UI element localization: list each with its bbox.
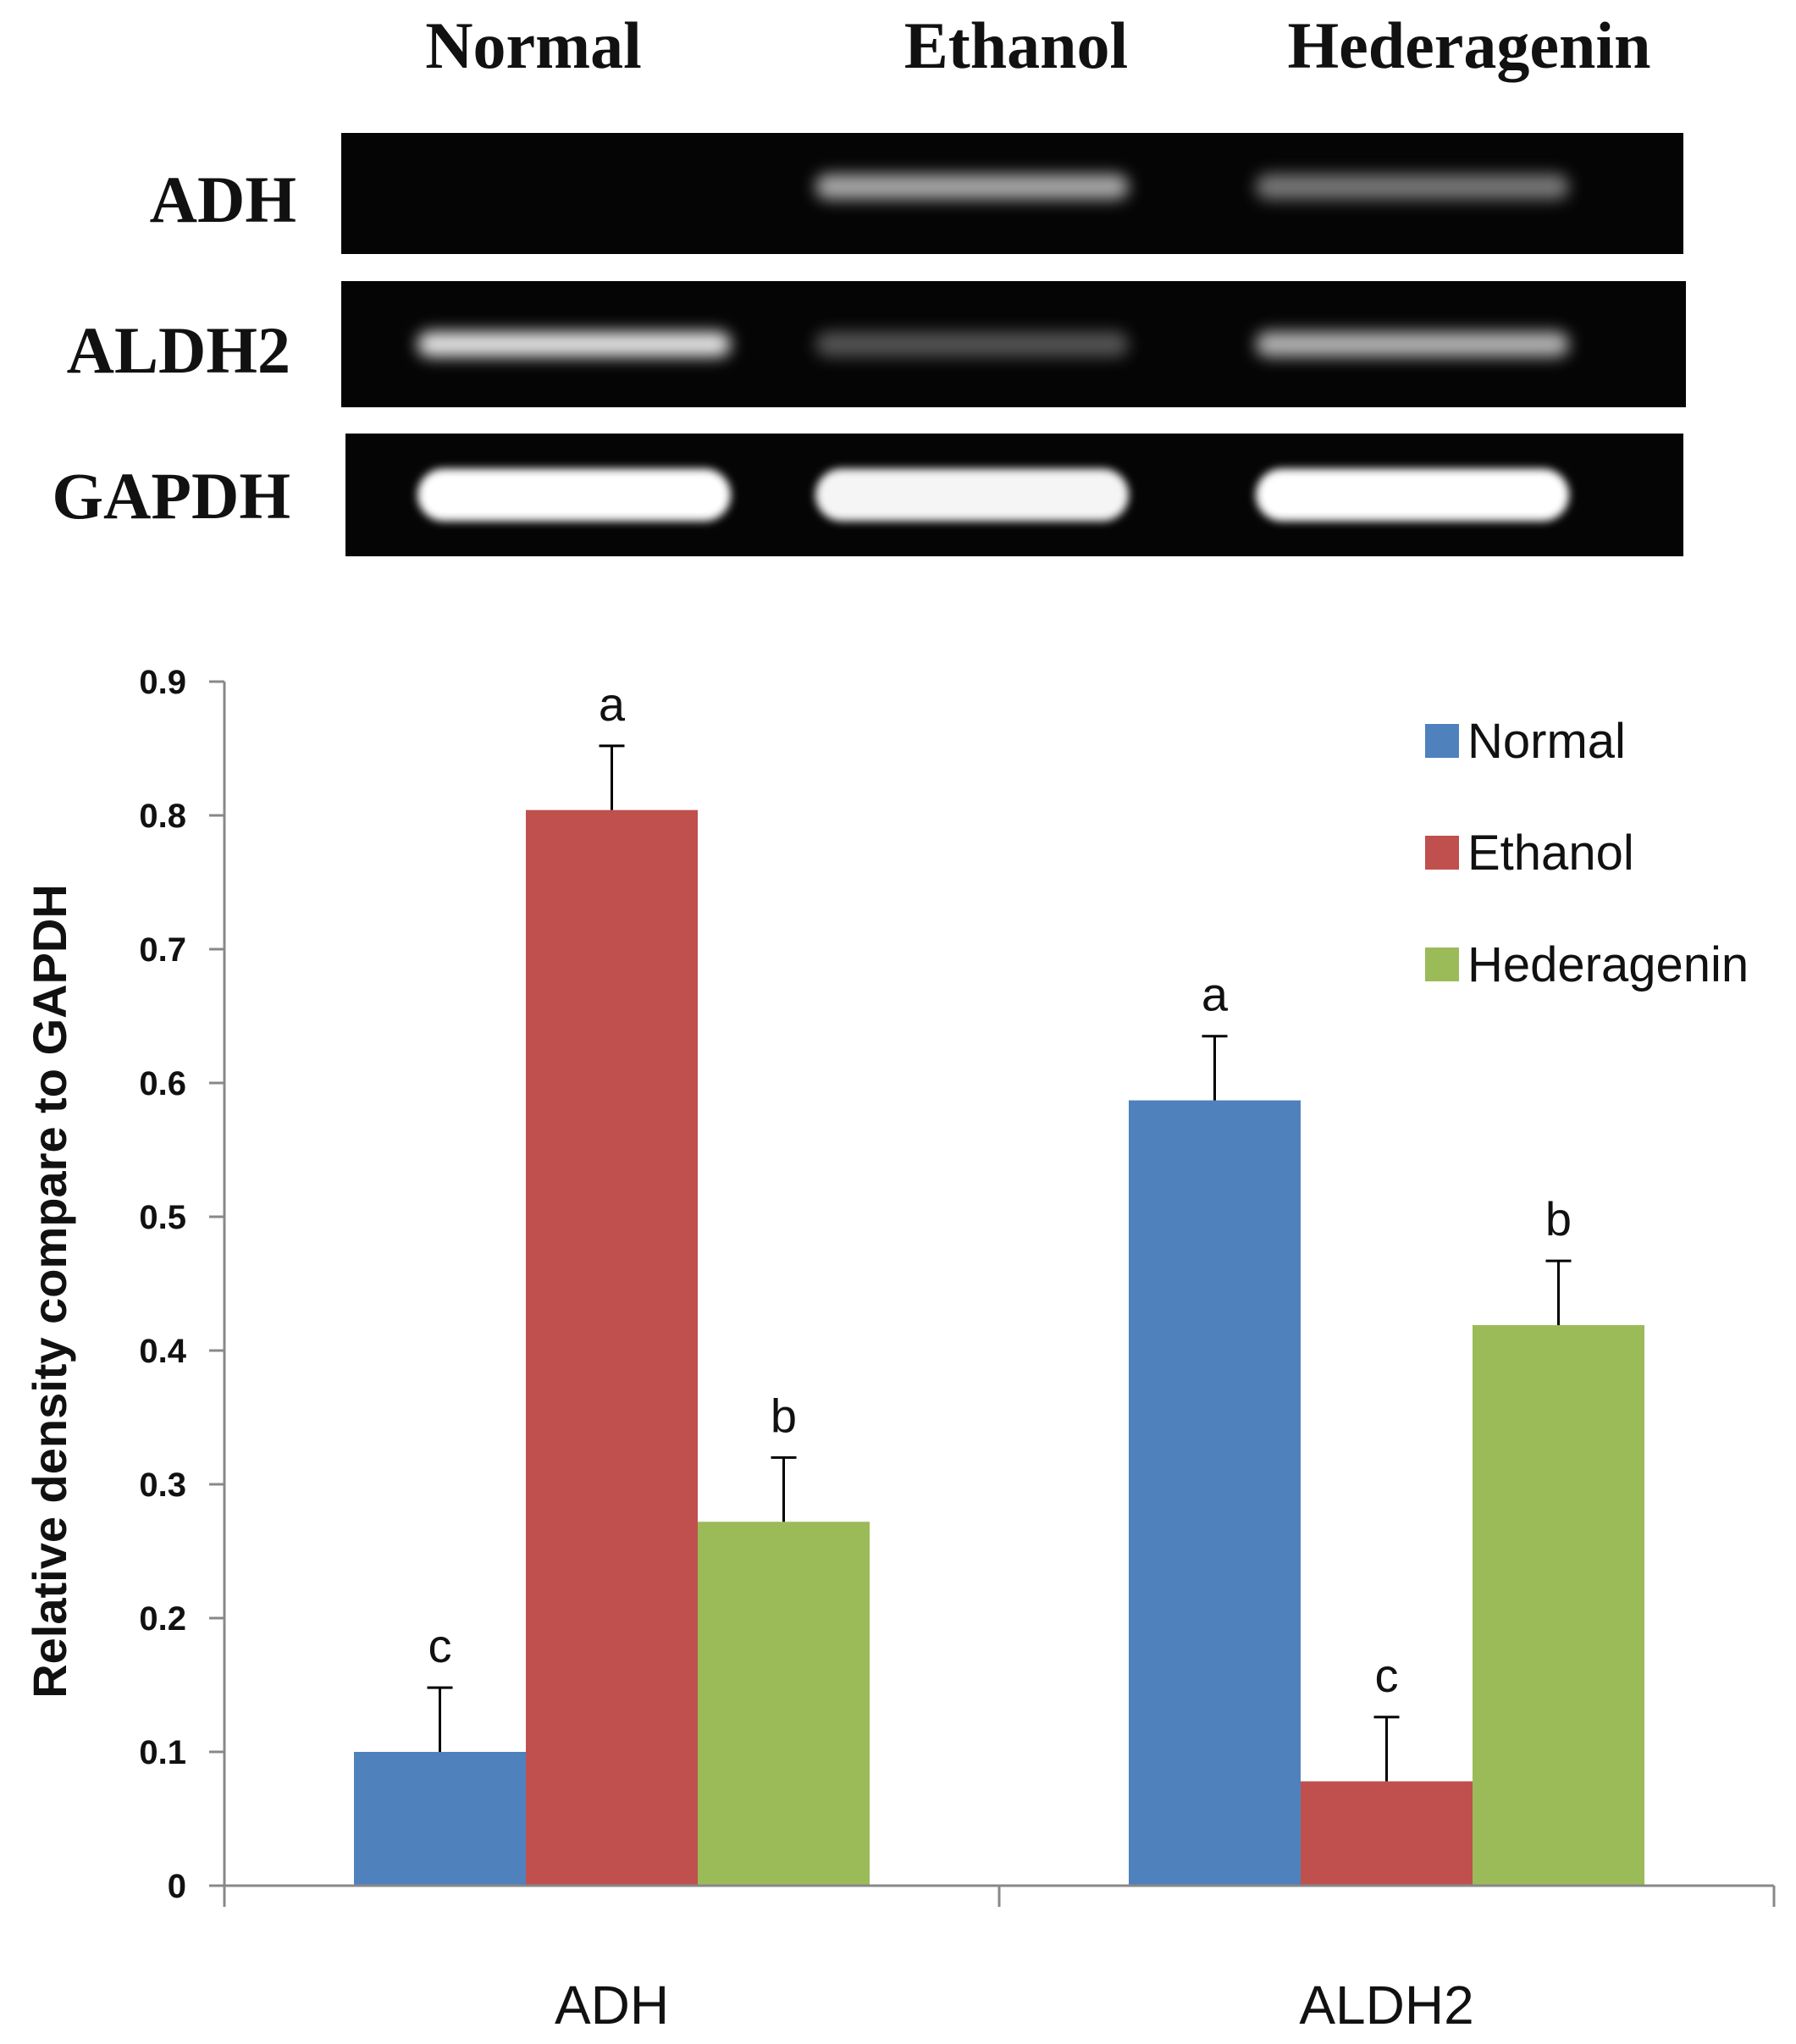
- bars: c a b a c b: [354, 677, 1644, 1887]
- gel-strips: [341, 133, 1686, 556]
- legend-swatch-normal: [1425, 724, 1459, 758]
- y-axis-label: Relative density compare to GAPDH: [23, 884, 76, 1699]
- significance-letter-adh-normal: c: [428, 1619, 452, 1672]
- bar-chart: Relative density compare to GAPDH 0 0.1 0.…: [23, 664, 1776, 2036]
- legend-label-hederagenin: Hederagenin: [1467, 937, 1749, 992]
- bar-aldh2-normal: [1129, 1100, 1301, 1886]
- bar-aldh2-ethanol: [1301, 1781, 1473, 1886]
- gel-row-label-adh: ADH: [150, 163, 296, 236]
- legend-label-ethanol: Ethanol: [1467, 826, 1634, 881]
- lane-label-normal: Normal: [425, 8, 642, 82]
- gel-row-label-gapdh: GAPDH: [52, 459, 290, 533]
- axes: [223, 682, 1776, 1907]
- y-tick-label: 0.5: [139, 1199, 186, 1236]
- legend-swatch-ethanol: [1425, 836, 1459, 870]
- gel-band-aldh2-normal: [417, 331, 731, 357]
- significance-letter-adh-ethanol: a: [599, 677, 626, 731]
- gel-band-aldh2-hederagenin: [1256, 331, 1569, 357]
- legend: Normal Ethanol Hederagenin: [1425, 714, 1749, 992]
- y-tick-label: 0.8: [139, 798, 186, 835]
- gel-band-gapdh-normal: [417, 468, 731, 522]
- y-tick-label: 0.1: [139, 1734, 186, 1771]
- legend-label-normal: Normal: [1467, 714, 1626, 769]
- gel-row-label-aldh2: ALDH2: [67, 313, 290, 387]
- bar-adh-hederagenin: [698, 1522, 870, 1886]
- y-tick-label: 0.6: [139, 1065, 186, 1102]
- y-axis-ticks: 0 0.1 0.2 0.3 0.4 0.5 0.6 0.7 0.8 0.9: [139, 664, 224, 1905]
- y-tick-label: 0: [168, 1868, 186, 1905]
- significance-letter-adh-hederagenin: b: [771, 1389, 797, 1442]
- gel-band-aldh2-ethanol: [815, 331, 1129, 357]
- bar-adh-normal: [354, 1752, 526, 1886]
- bar-adh-ethanol: [526, 809, 698, 1887]
- gel-band-adh-ethanol: [815, 174, 1129, 200]
- significance-letter-aldh2-hederagenin: b: [1545, 1192, 1572, 1246]
- y-tick-label: 0.4: [139, 1333, 186, 1370]
- lane-label-ethanol: Ethanol: [904, 8, 1128, 82]
- gel-band-gapdh-hederagenin: [1256, 468, 1569, 522]
- significance-letter-aldh2-normal: a: [1202, 968, 1229, 1021]
- legend-swatch-hederagenin: [1425, 947, 1459, 981]
- y-tick-label: 0.9: [139, 664, 186, 701]
- y-tick-label: 0.2: [139, 1600, 186, 1638]
- y-tick-label: 0.7: [139, 931, 186, 969]
- x-axis-categories: ADH ALDH2: [555, 1975, 1474, 2036]
- gel-band-adh-hederagenin: [1256, 174, 1569, 200]
- gel-band-gapdh-ethanol: [815, 468, 1129, 522]
- gel-panel: Normal Ethanol Hederagenin ADH ALDH2 GAP…: [52, 8, 1686, 556]
- x-category-adh: ADH: [555, 1975, 669, 2036]
- y-tick-label: 0.3: [139, 1467, 186, 1504]
- x-category-aldh2: ALDH2: [1299, 1975, 1473, 2036]
- bar-aldh2-hederagenin: [1473, 1324, 1644, 1886]
- lane-label-hederagenin: Hederagenin: [1288, 8, 1651, 82]
- significance-letter-aldh2-ethanol: c: [1375, 1649, 1399, 1702]
